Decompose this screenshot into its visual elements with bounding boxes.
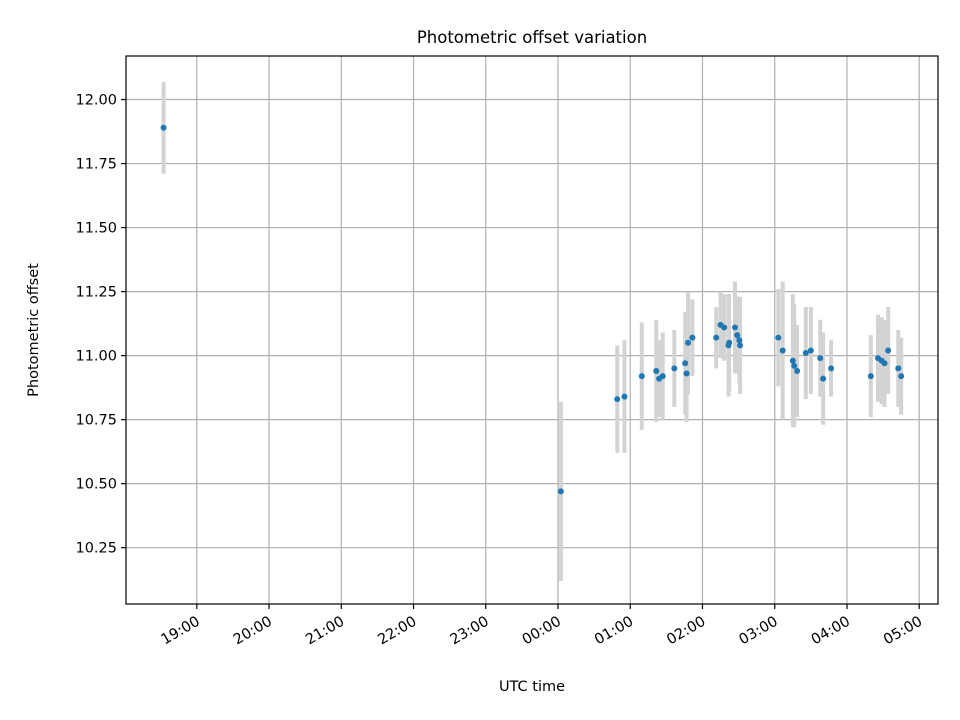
y-axis: 10.25 10.50 10.75 11.00 11.25 11.50 11.75 12.00 xyxy=(75,93,126,557)
data-point xyxy=(895,365,902,372)
data-point xyxy=(614,396,621,403)
data-point xyxy=(638,373,645,380)
chart-title: Photometric offset variation xyxy=(417,28,647,47)
data-point xyxy=(732,324,738,331)
y-tick-label: 10.25 xyxy=(75,541,117,557)
data-point xyxy=(685,339,692,346)
y-tick-label: 11.75 xyxy=(75,157,117,173)
data-point xyxy=(721,324,728,331)
data-points xyxy=(160,124,905,495)
data-point xyxy=(734,332,741,339)
y-tick-label: 10.75 xyxy=(75,413,117,429)
data-point xyxy=(737,342,744,349)
data-point xyxy=(682,360,689,367)
data-point xyxy=(867,373,874,380)
y-tick-label: 12.00 xyxy=(75,93,117,109)
data-point xyxy=(736,337,743,344)
data-point xyxy=(885,347,892,354)
data-point xyxy=(713,334,720,341)
plot-frame xyxy=(125,55,939,605)
data-point xyxy=(820,375,827,382)
data-point xyxy=(683,370,690,377)
data-point xyxy=(779,347,786,354)
y-axis-label: Photometric offset xyxy=(26,263,42,397)
data-point xyxy=(671,365,678,372)
y-tick-label: 11.00 xyxy=(75,349,117,365)
data-point xyxy=(794,367,801,374)
data-point xyxy=(775,334,782,341)
data-point xyxy=(807,347,814,354)
x-axis-label: UTC time xyxy=(499,679,565,695)
data-point xyxy=(689,334,696,341)
data-point xyxy=(898,373,905,380)
data-point xyxy=(789,357,796,364)
data-point xyxy=(726,339,733,346)
data-point xyxy=(557,488,564,495)
data-point xyxy=(160,124,167,131)
y-tick-label: 11.50 xyxy=(75,221,117,237)
data-point xyxy=(828,365,835,372)
data-point xyxy=(653,367,660,374)
data-point xyxy=(659,373,666,380)
y-tick-label: 10.50 xyxy=(75,477,117,493)
data-point xyxy=(881,360,888,367)
data-point xyxy=(621,393,628,400)
data-point xyxy=(791,362,798,369)
data-point xyxy=(817,355,824,362)
grid xyxy=(126,56,938,604)
y-tick-label: 11.25 xyxy=(75,285,117,301)
data-point xyxy=(802,350,809,357)
